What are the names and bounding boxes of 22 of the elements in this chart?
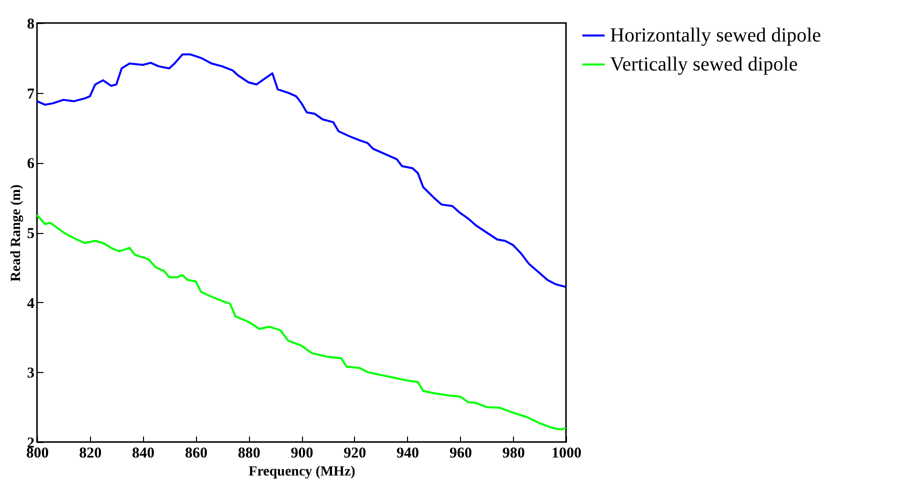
y-tick-label: 5 [27, 226, 34, 242]
x-tick-label: 940 [396, 446, 420, 462]
y-tick-label: 4 [27, 296, 35, 312]
x-tick-label: 920 [344, 446, 366, 462]
line-series [36, 214, 567, 430]
x-tick-label: 880 [238, 446, 260, 462]
x-tick-label: 960 [449, 446, 472, 462]
x-tick-label: 840 [132, 446, 155, 462]
y-tick-label: 7 [27, 86, 35, 102]
x-axis-title: Frequency (MHz) [248, 464, 356, 480]
line-series [36, 53, 567, 288]
legend-label: Horizontally sewed dipole [610, 24, 822, 46]
y-tick-label: 6 [27, 156, 35, 172]
x-tick-label: 820 [79, 446, 102, 462]
y-axis-title: Read Range (m) [9, 184, 24, 282]
x-tick-label: 900 [290, 446, 314, 462]
x-tick-label: 1000 [552, 446, 582, 462]
y-tick-label: 3 [27, 366, 34, 382]
y-tick-label: 8 [27, 16, 34, 32]
x-tick-label: 980 [502, 446, 525, 462]
x-tick-label: 860 [184, 446, 208, 462]
legend-label: Vertically sewed dipole [610, 54, 798, 76]
